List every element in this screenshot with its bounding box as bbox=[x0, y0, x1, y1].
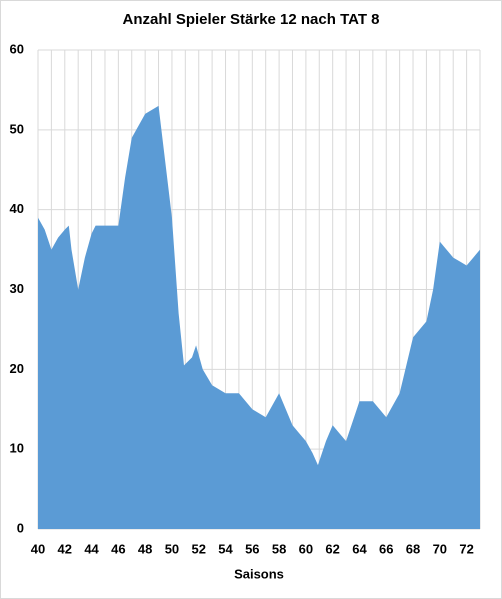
y-tick-label: 60 bbox=[10, 41, 24, 56]
y-tick-label: 10 bbox=[10, 441, 24, 456]
x-tick-label: 54 bbox=[218, 541, 233, 556]
x-tick-label: 56 bbox=[245, 541, 259, 556]
x-tick-label: 50 bbox=[165, 541, 179, 556]
area bbox=[38, 105, 480, 529]
x-tick-label: 68 bbox=[406, 541, 420, 556]
y-tick-label: 0 bbox=[17, 520, 24, 535]
y-tick-label: 30 bbox=[10, 281, 24, 296]
y-tick-label: 50 bbox=[10, 121, 24, 136]
x-tick-label: 44 bbox=[84, 541, 99, 556]
x-tick-label: 52 bbox=[191, 541, 205, 556]
x-tick-label: 66 bbox=[379, 541, 393, 556]
x-tick-label: 48 bbox=[138, 541, 152, 556]
y-tick-label: 20 bbox=[10, 361, 24, 376]
x-tick-label: 72 bbox=[459, 541, 473, 556]
x-tick-label: 62 bbox=[325, 541, 339, 556]
chart-title: Anzahl Spieler Stärke 12 nach TAT 8 bbox=[122, 11, 379, 28]
x-axis-label: Saisons bbox=[234, 566, 284, 581]
x-tick-label: 46 bbox=[111, 541, 125, 556]
y-tick-label: 40 bbox=[10, 201, 24, 216]
x-tick-label: 60 bbox=[299, 541, 313, 556]
x-tick-label: 42 bbox=[58, 541, 72, 556]
x-tick-label: 40 bbox=[31, 541, 45, 556]
x-tick-label: 70 bbox=[433, 541, 447, 556]
x-tick-label: 64 bbox=[352, 541, 367, 556]
x-tick-label: 58 bbox=[272, 541, 286, 556]
